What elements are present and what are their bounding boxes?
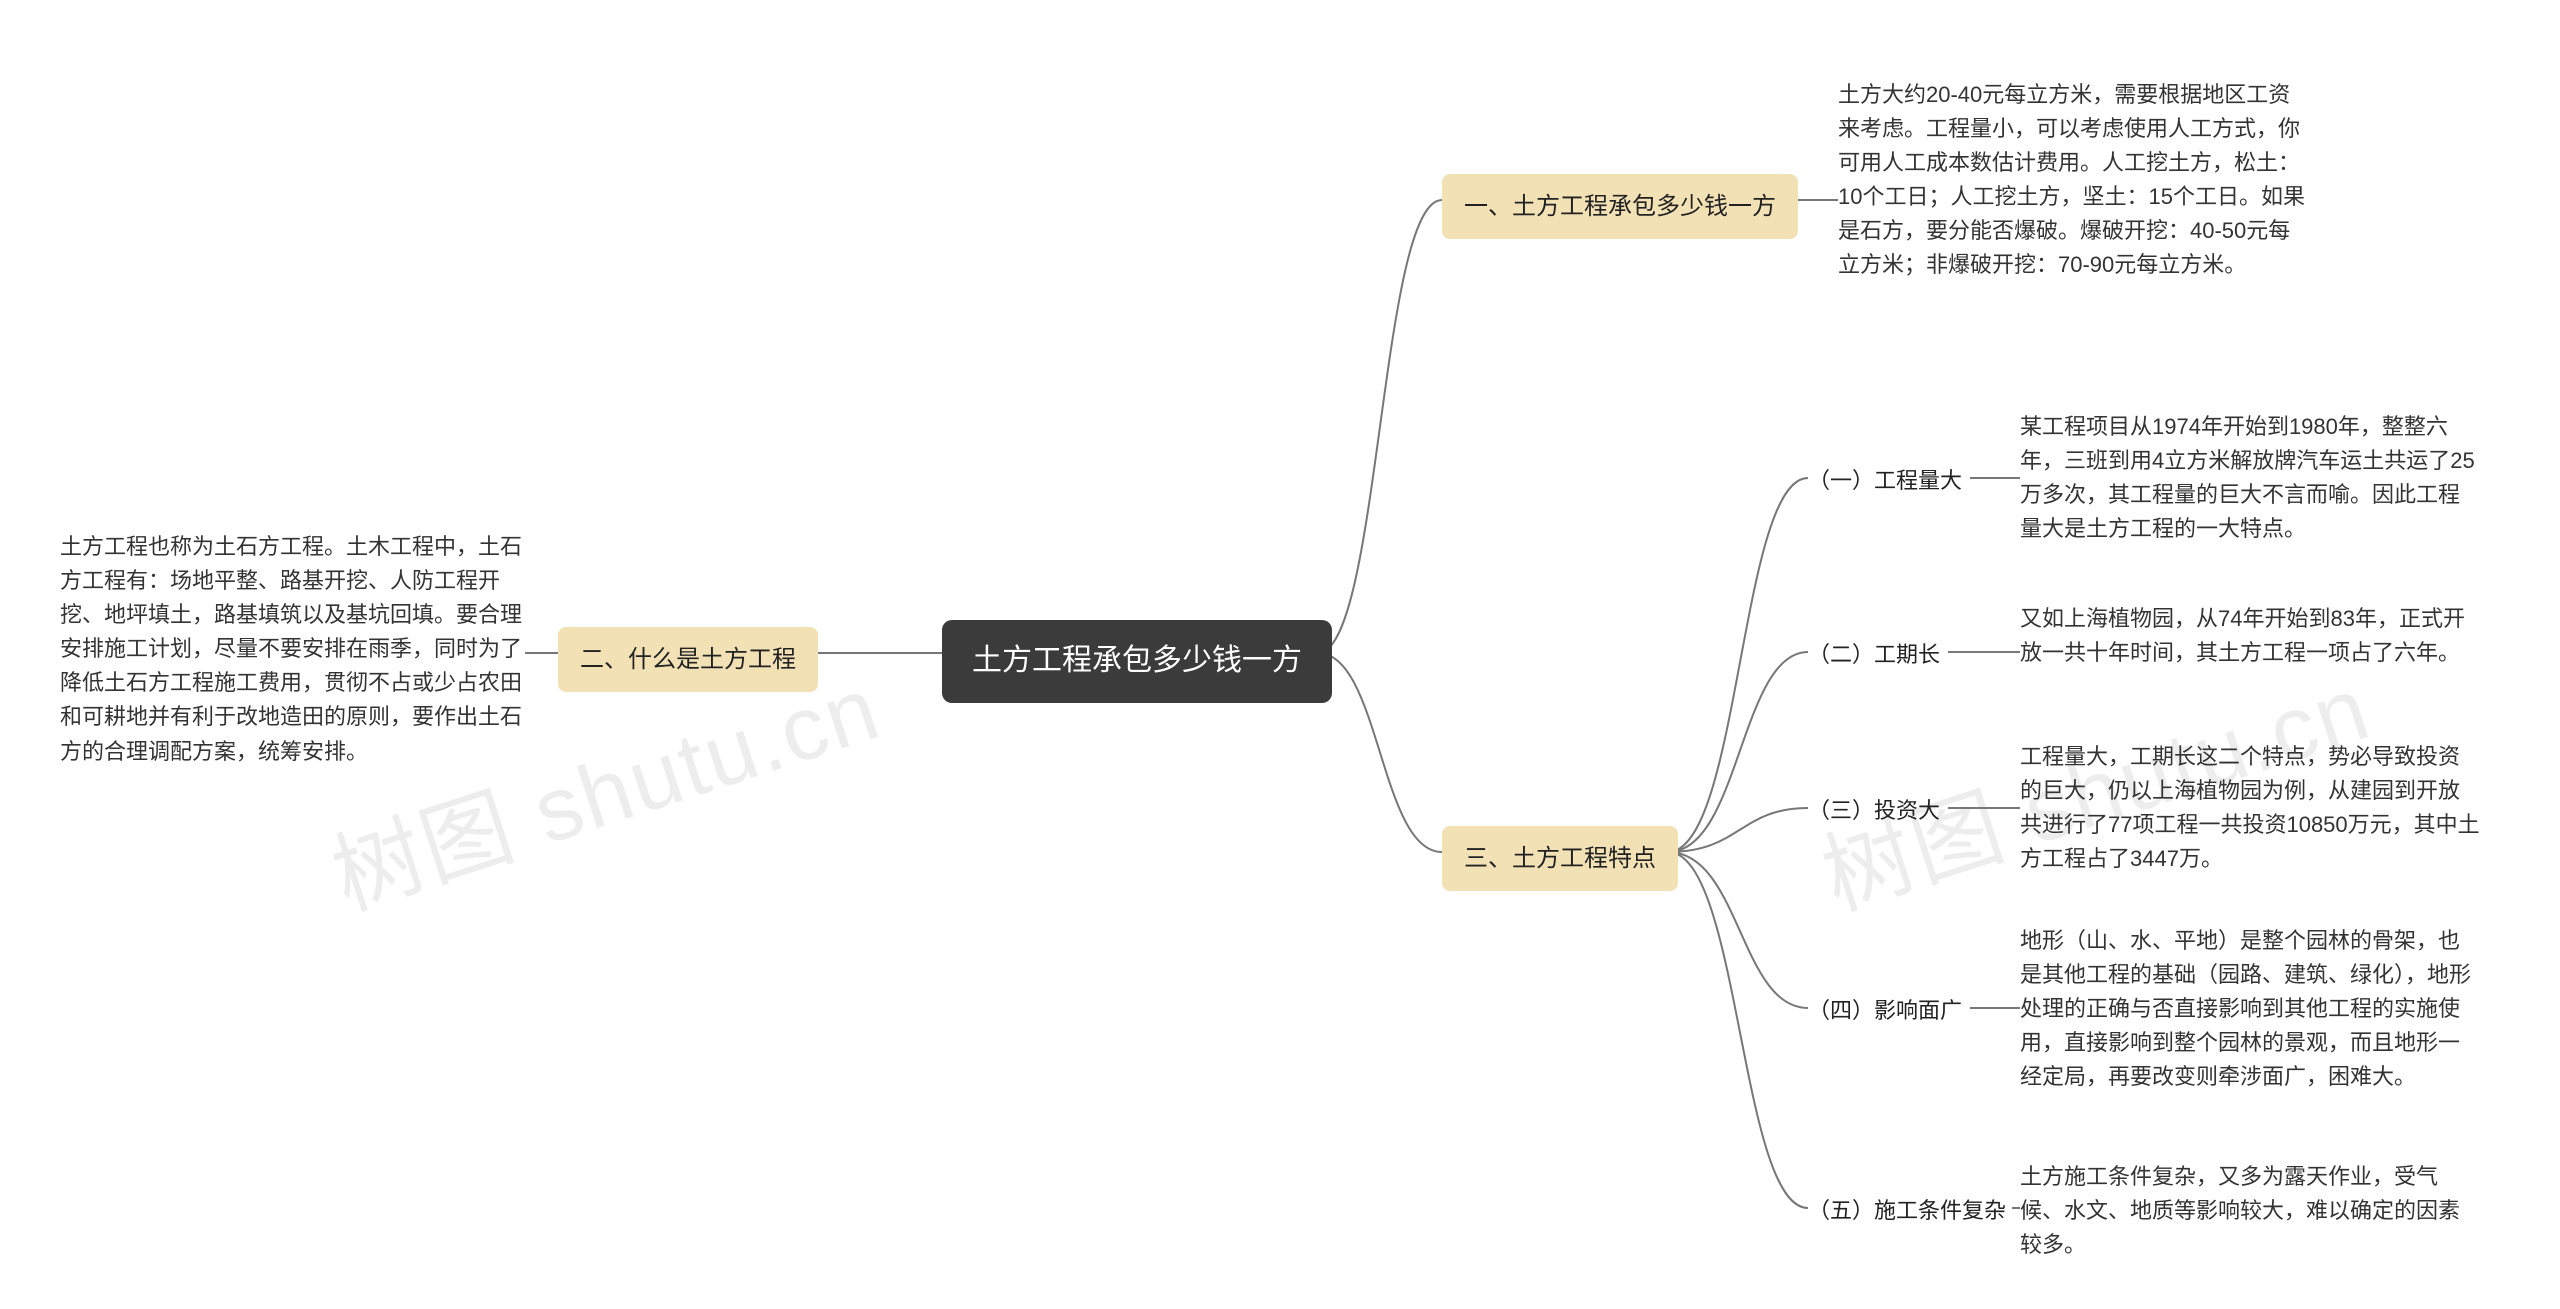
sub-2-detail: 又如上海植物园，从74年开始到83年，正式开放一共十年时间，其土方工程一项占了六… xyxy=(2020,602,2480,670)
sub-5[interactable]: （五）施工条件复杂 xyxy=(1808,1194,2006,1228)
root-node[interactable]: 土方工程承包多少钱一方 xyxy=(942,620,1332,703)
branch-2-detail: 土方工程也称为土石方工程。土木工程中，土石方工程有：场地平整、路基开挖、人防工程… xyxy=(60,530,525,769)
sub-4[interactable]: （四）影响面广 xyxy=(1808,994,1962,1028)
mindmap-canvas: 树图 shutu.cn 树图 shutu.cn 土方工程承包多少钱一方 二、什么… xyxy=(0,0,2560,1309)
branch-1[interactable]: 一、土方工程承包多少钱一方 xyxy=(1442,174,1798,239)
sub-1-detail: 某工程项目从1974年开始到1980年，整整六年，三班到用4立方米解放牌汽车运土… xyxy=(2020,410,2480,546)
branch-3[interactable]: 三、土方工程特点 xyxy=(1442,826,1678,891)
sub-3-detail: 工程量大，工期长这二个特点，势必导致投资的巨大，仍以上海植物园为例，从建园到开放… xyxy=(2020,740,2480,876)
sub-4-detail: 地形（山、水、平地）是整个园林的骨架，也是其他工程的基础（园路、建筑、绿化），地… xyxy=(2020,924,2480,1094)
sub-2[interactable]: （二）工期长 xyxy=(1808,638,1940,672)
sub-1[interactable]: （一）工程量大 xyxy=(1808,464,1962,498)
sub-3[interactable]: （三）投资大 xyxy=(1808,794,1940,828)
branch-2[interactable]: 二、什么是土方工程 xyxy=(558,627,818,692)
sub-5-detail: 土方施工条件复杂，又多为露天作业，受气候、水文、地质等影响较大，难以确定的因素较… xyxy=(2020,1160,2480,1262)
branch-1-detail: 土方大约20-40元每立方米，需要根据地区工资来考虑。工程量小，可以考虑使用人工… xyxy=(1838,78,2308,283)
